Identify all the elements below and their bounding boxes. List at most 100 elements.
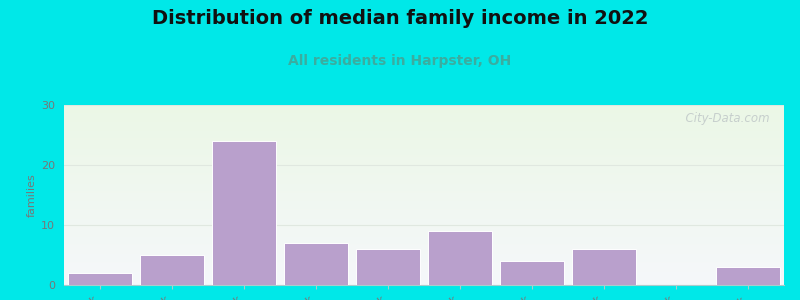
Bar (64, 152, 784, 153)
Bar (64, 143, 784, 144)
Bar (64, 175, 784, 176)
Bar (64, 206, 784, 207)
Bar (64, 222, 784, 223)
Bar (64, 250, 784, 251)
Bar (64, 129, 784, 130)
Bar (64, 220, 784, 221)
Bar (64, 149, 784, 150)
Bar (64, 279, 784, 280)
Bar (64, 164, 784, 165)
Bar (64, 111, 784, 112)
Bar (64, 126, 784, 127)
Bar (64, 259, 784, 260)
Bar (64, 193, 784, 194)
Bar (64, 263, 784, 264)
Bar (64, 159, 784, 160)
Bar (64, 228, 784, 229)
Bar (64, 186, 784, 187)
Bar (64, 183, 784, 184)
Bar (64, 155, 784, 156)
Bar (64, 176, 784, 177)
Bar (64, 154, 784, 155)
Bar (716, 267, 781, 285)
Bar (64, 204, 784, 205)
Bar (64, 264, 784, 265)
Bar (64, 178, 784, 179)
Bar (64, 194, 784, 195)
Bar (64, 127, 784, 128)
Bar (64, 107, 784, 108)
Bar (64, 168, 784, 169)
Bar (64, 232, 784, 233)
Bar (64, 184, 784, 185)
Bar (64, 114, 784, 115)
Bar (64, 253, 784, 254)
Y-axis label: families: families (26, 173, 37, 217)
Bar (64, 210, 784, 211)
Bar (64, 171, 784, 172)
Bar (64, 227, 784, 228)
Bar (64, 284, 784, 285)
Bar (64, 278, 784, 279)
Bar (64, 202, 784, 203)
Bar (64, 165, 784, 166)
Bar (64, 236, 784, 237)
Bar (64, 203, 784, 204)
Bar (64, 218, 784, 219)
Text: Distribution of median family income in 2022: Distribution of median family income in … (152, 9, 648, 28)
Bar (64, 134, 784, 135)
Bar (64, 241, 784, 242)
Bar (64, 172, 784, 173)
Bar (64, 271, 784, 272)
Bar (64, 239, 784, 240)
Bar (64, 137, 784, 138)
Bar (427, 231, 492, 285)
Bar (64, 167, 784, 168)
Bar (64, 177, 784, 178)
Bar (64, 225, 784, 226)
Bar (64, 140, 784, 141)
Bar (64, 245, 784, 246)
Bar (64, 267, 784, 268)
Bar (64, 283, 784, 284)
Bar (64, 185, 784, 186)
Bar (64, 262, 784, 263)
Bar (64, 187, 784, 188)
Bar (64, 226, 784, 227)
Bar (64, 272, 784, 273)
Bar (64, 242, 784, 243)
Bar (64, 188, 784, 189)
Bar (64, 280, 784, 281)
Bar (64, 237, 784, 238)
Bar (64, 215, 784, 216)
Bar (64, 131, 784, 132)
Bar (64, 122, 784, 123)
Bar (356, 249, 421, 285)
Bar (64, 256, 784, 257)
Bar (64, 130, 784, 131)
Bar (64, 246, 784, 247)
Bar (64, 128, 784, 129)
Bar (64, 106, 784, 107)
Bar (64, 238, 784, 239)
Bar (64, 142, 784, 143)
Bar (139, 255, 205, 285)
Bar (64, 135, 784, 136)
Bar (64, 147, 784, 148)
Bar (64, 260, 784, 261)
Bar (64, 161, 784, 162)
Bar (64, 198, 784, 199)
Bar (64, 205, 784, 206)
Bar (64, 216, 784, 217)
Bar (499, 261, 565, 285)
Bar (64, 192, 784, 193)
Bar (64, 125, 784, 126)
Bar (64, 201, 784, 202)
Bar (64, 191, 784, 192)
Bar (64, 214, 784, 215)
Bar (64, 199, 784, 200)
Bar (64, 195, 784, 196)
Bar (64, 119, 784, 120)
Bar (284, 243, 349, 285)
Bar (64, 266, 784, 267)
